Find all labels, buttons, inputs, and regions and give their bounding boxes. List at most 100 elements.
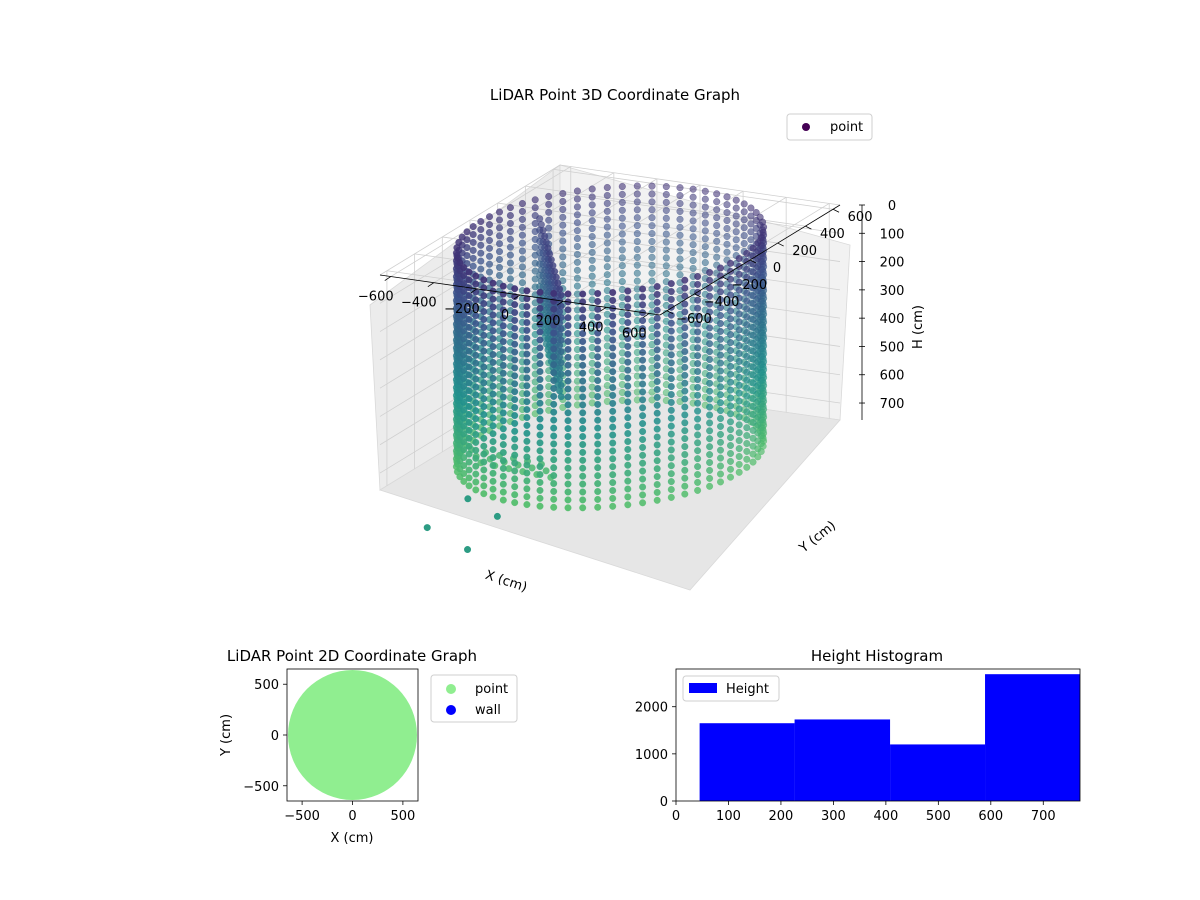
point-marker	[531, 196, 539, 204]
point-marker	[559, 221, 567, 229]
chart-3d: LiDAR Point 3D Coordinate Graph −600 −400…	[358, 86, 926, 595]
point-marker	[716, 327, 725, 335]
point-marker	[716, 351, 725, 359]
point-marker	[518, 279, 526, 287]
point-marker	[648, 198, 656, 206]
legend-3d: point	[786, 113, 873, 141]
point-marker	[499, 393, 507, 401]
point-marker	[726, 291, 735, 299]
point-marker	[547, 256, 555, 264]
point-marker	[735, 302, 743, 310]
point-marker	[523, 477, 531, 485]
point-marker	[681, 474, 689, 482]
point-marker	[511, 443, 519, 451]
point-marker	[579, 448, 587, 456]
point-marker	[472, 327, 480, 336]
point-marker	[618, 230, 626, 238]
point-marker	[701, 227, 709, 235]
point-marker	[472, 423, 480, 431]
legend-histogram-swatch	[689, 683, 717, 693]
z-tick-label-3d: 500	[880, 340, 905, 355]
point-marker	[609, 368, 617, 376]
y-tick-label-2d: −500	[243, 780, 279, 795]
point-marker	[713, 253, 721, 261]
point-marker	[609, 415, 617, 423]
point-marker	[518, 207, 526, 215]
point-marker	[477, 257, 485, 265]
point-marker	[681, 419, 689, 427]
point-marker	[545, 200, 553, 208]
point-marker	[506, 275, 514, 283]
point-marker	[472, 359, 480, 367]
point-marker	[624, 461, 632, 469]
point-marker	[579, 337, 587, 346]
point-marker	[588, 225, 596, 233]
point-marker	[564, 456, 572, 464]
point-marker	[499, 433, 507, 441]
point-marker	[594, 384, 602, 393]
point-marker	[716, 264, 725, 272]
point-marker	[726, 354, 735, 362]
point-marker	[480, 276, 488, 284]
point-marker	[559, 205, 567, 213]
point-marker	[523, 493, 531, 501]
point-marker	[676, 207, 684, 215]
point-marker	[603, 271, 611, 279]
point-marker	[579, 440, 587, 449]
point-marker	[499, 306, 507, 314]
point-marker	[506, 267, 514, 275]
y-tick-label-2d: 500	[254, 678, 279, 693]
x-tick-3d	[513, 294, 521, 300]
point-marker	[694, 352, 702, 360]
point-marker	[743, 384, 751, 392]
point-marker	[609, 502, 617, 510]
point-marker	[735, 413, 743, 421]
point-marker	[579, 504, 587, 512]
point-marker	[735, 334, 743, 342]
point-marker	[743, 289, 751, 297]
histogram-bar	[794, 719, 891, 801]
point-marker	[726, 434, 735, 442]
point-marker	[723, 216, 731, 225]
point-marker	[485, 260, 494, 268]
x-tick-label-2d: 500	[390, 809, 415, 824]
point-marker	[706, 332, 714, 340]
point-marker	[472, 454, 480, 462]
point-marker	[701, 251, 709, 259]
point-marker	[609, 486, 617, 495]
point-marker	[653, 338, 661, 346]
histogram-title: Height Histogram	[811, 647, 943, 665]
point-marker	[536, 344, 544, 352]
y-tick-label-hist: 1000	[635, 748, 668, 763]
point-marker	[489, 485, 497, 493]
point-marker	[460, 359, 468, 367]
point-marker	[609, 407, 617, 415]
point-marker	[743, 273, 751, 281]
point-marker	[639, 332, 647, 341]
point-marker	[485, 268, 494, 276]
point-marker	[639, 325, 647, 333]
point-marker	[536, 312, 544, 320]
x-tick-3d	[384, 276, 391, 281]
point-marker	[531, 204, 539, 212]
point-marker	[603, 255, 611, 263]
point-marker	[706, 324, 714, 332]
point-marker	[518, 223, 526, 231]
point-marker	[694, 320, 702, 328]
point-marker	[743, 249, 751, 257]
point-marker	[477, 265, 485, 273]
point-marker	[579, 314, 587, 322]
point-marker	[472, 438, 480, 446]
point-marker	[701, 187, 709, 195]
point-marker	[579, 377, 587, 385]
point-marker	[588, 280, 596, 288]
point-marker	[594, 361, 602, 369]
point-marker	[480, 426, 488, 434]
point-marker	[749, 244, 757, 252]
point-marker	[648, 245, 656, 253]
point-marker	[550, 345, 558, 353]
point-marker	[531, 243, 539, 251]
point-marker	[511, 372, 519, 380]
point-marker	[557, 302, 565, 310]
point-marker	[511, 396, 519, 404]
